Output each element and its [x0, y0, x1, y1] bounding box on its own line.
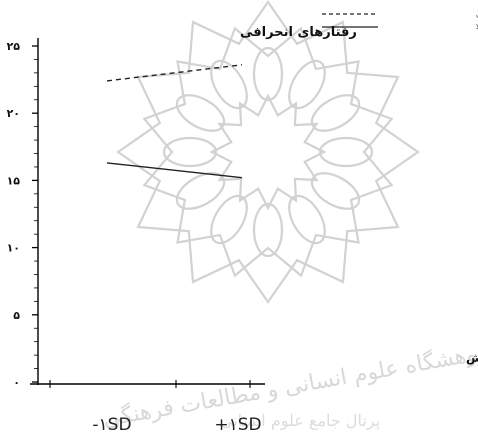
y-tick-label: ۰ [13, 376, 20, 389]
legend-label: نیاز به پیوندجویی پایین [476, 10, 478, 18]
rosette-petal [252, 46, 284, 102]
rosette-petal [310, 172, 361, 210]
x-tick-label: -۱SD [92, 415, 131, 435]
legend-label: نیاز به پیوندجویی بالا [476, 23, 478, 31]
watermark-subtext: پرتال جامع علوم انسانی [220, 411, 380, 430]
rosette-inner-star [142, 26, 394, 278]
rosette-petal [288, 59, 326, 110]
y-ticks: ۰ ۵ ۱۰ ۱۵ ۲۰ ۲۵ [7, 40, 38, 389]
rosette-petal [252, 202, 284, 258]
rosette-petal [288, 194, 326, 245]
series-lines [106, 64, 243, 179]
rosette-petal [175, 94, 226, 132]
y-tick-label: ۱۵ [7, 174, 21, 187]
x-ticks: -۱SD +۱SD [49, 380, 262, 435]
x-axis-title: ابهام و گرانباری نقش [466, 351, 478, 366]
y-tick-label: ۱۰ [7, 242, 20, 255]
rosette-petal [210, 194, 248, 245]
series-line-high [106, 162, 243, 179]
rosette-petal [175, 172, 226, 210]
y-tick-label: ۲۵ [7, 40, 21, 53]
y-tick-label: ۲۰ [7, 107, 20, 120]
x-tick-label: +۱SD [214, 415, 261, 435]
rosette-petal [210, 59, 248, 110]
rosette-petal [162, 136, 218, 168]
rosette-center [209, 93, 327, 211]
legend: نیاز به پیوندجویی پایین نیاز به پیوندجویی… [322, 10, 478, 31]
rosette-petal [318, 136, 374, 168]
y-tick-label: ۵ [13, 309, 20, 322]
series-line-low [106, 64, 243, 82]
chart-title: رفتارهای انحرافی [240, 25, 357, 40]
rosette-petal [310, 94, 361, 132]
axes [30, 38, 265, 385]
